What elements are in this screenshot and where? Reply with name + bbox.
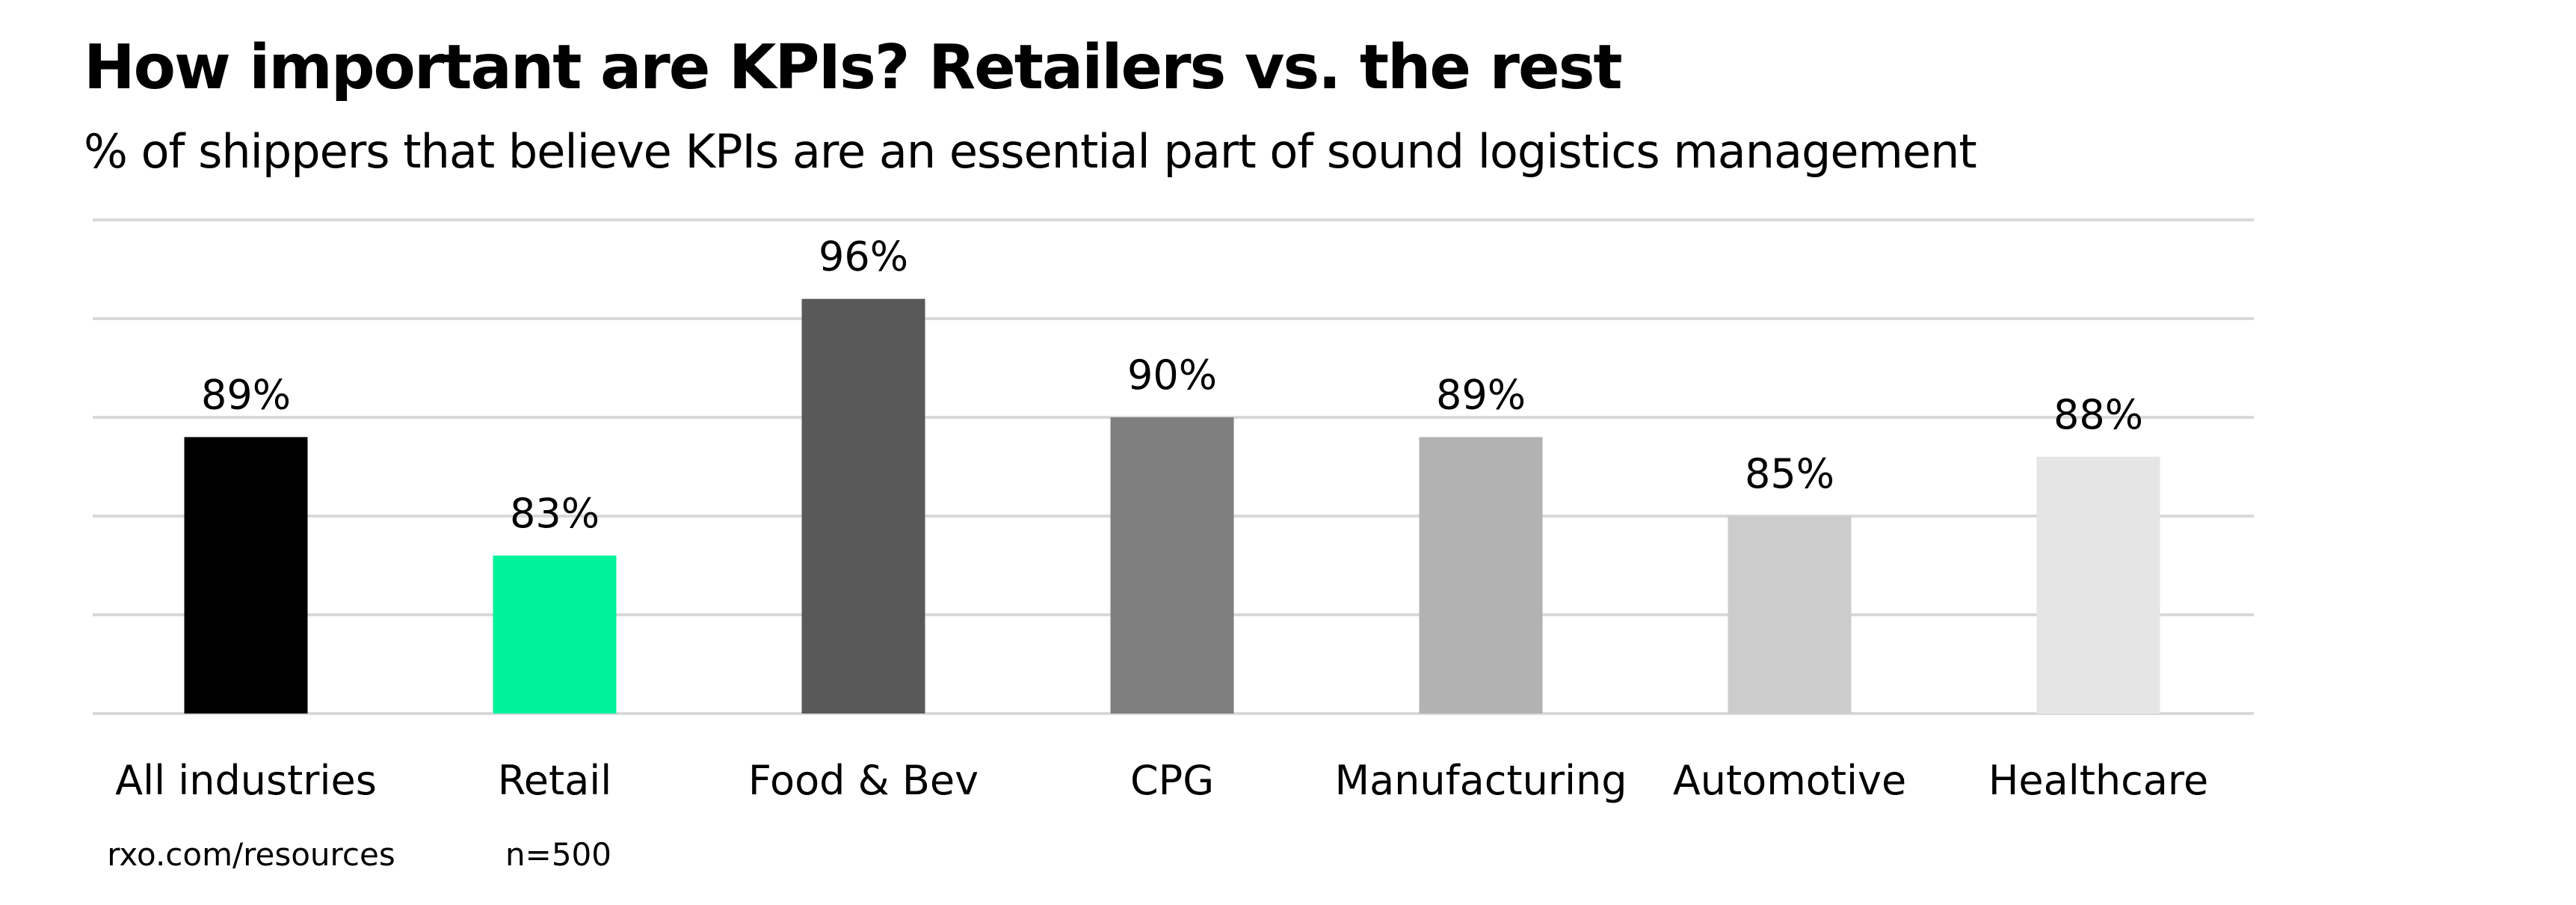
bar-automotive (1728, 516, 1852, 714)
category-label: Healthcare (1988, 757, 2208, 804)
bar-manufacturing (1419, 437, 1543, 714)
bar-food-bev (801, 298, 925, 714)
data-label: 90% (1127, 352, 1217, 399)
bar-all-industries (184, 437, 308, 714)
chart-title: How important are KPIs? Retailers vs. th… (84, 32, 1623, 103)
category-label: Food & Bev (748, 757, 979, 804)
bar-healthcare (2036, 456, 2160, 714)
bar-cpg (1110, 417, 1234, 714)
sample-size-note: n=500 (505, 836, 611, 873)
category-labels: All industries Retail Food & Bev CPG Manufac… (115, 757, 2208, 804)
data-label: 89% (201, 371, 291, 418)
data-label: 83% (510, 490, 600, 537)
category-label: Manufacturing (1334, 757, 1627, 804)
data-label: 85% (1745, 450, 1834, 497)
data-label: 88% (2053, 391, 2143, 438)
category-label: All industries (115, 757, 377, 804)
category-label: Retail (498, 757, 612, 804)
data-label: 96% (819, 233, 908, 280)
bar-retail (493, 555, 617, 714)
data-label: 89% (1436, 371, 1526, 418)
value-labels: 89% 83% 96% 90% 89% 85% 88% (201, 233, 2143, 537)
chart-subtitle: % of shippers that believe KPIs are an e… (84, 124, 1977, 179)
category-label: Automotive (1673, 757, 1906, 804)
category-label: CPG (1130, 757, 1214, 804)
bars (184, 298, 2160, 714)
source-note: rxo.com/resources (107, 836, 395, 873)
